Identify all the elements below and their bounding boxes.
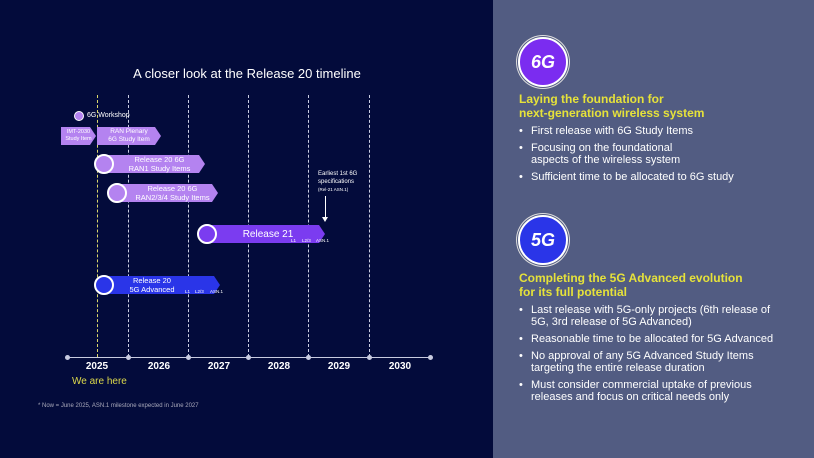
bullet-list: First release with 6G Study Items Focusi…: [519, 125, 734, 188]
milestone-l1: L1: [291, 238, 297, 243]
annotation-line: (Rel-21 ASN.1): [318, 187, 349, 192]
bullet: Reasonable time to be allocated for 5G A…: [519, 333, 809, 345]
6g-icon: 6G: [518, 37, 568, 87]
heading-line: next-generation wireless system: [519, 106, 705, 120]
ran-plenary-bar: RAN Plenary 6G Study Item: [97, 127, 161, 145]
year-label: 2026: [147, 361, 171, 372]
milestone-l1: L1: [185, 289, 191, 294]
bar-label: Release 20 6G: [147, 184, 198, 193]
now-line: [97, 95, 98, 357]
rel20-6g-ran1-bar: Release 20 6G RAN1 Study Items: [100, 155, 205, 173]
milestone-l23: L2/3: [195, 289, 204, 294]
year-label: 2028: [267, 361, 291, 372]
bar-label: Study Item: [65, 136, 92, 142]
milestone-asn1: ASN.1: [316, 238, 330, 243]
arrow-head: [322, 217, 328, 222]
annotation-line: specifications: [318, 179, 355, 185]
axis-tick: [186, 355, 191, 360]
year-label: 2029: [327, 361, 351, 372]
year-label: 2030: [388, 361, 412, 372]
workshop-label: 6G Workshop: [87, 112, 130, 119]
bullet: First release with 6G Study Items: [519, 125, 719, 137]
annotation: Earliest 1st 6G specifications (Rel-21 A…: [318, 170, 357, 194]
section-heading: Laying the foundation for next-generatio…: [519, 92, 704, 120]
rel20-6g-ran234-bar: Release 20 6G RAN2/3/4 Study Items: [113, 184, 218, 202]
start-marker: [94, 154, 114, 174]
heading-line: Completing the 5G Advanced evolution: [519, 271, 743, 285]
arrow-down-icon: [325, 196, 326, 218]
bar-label: Release 20 6G: [134, 155, 185, 164]
bar-label: 5G Advanced: [129, 285, 175, 294]
start-marker: [107, 183, 127, 203]
axis-tick: [126, 355, 131, 360]
imt-2030-bar: IMT-2030 Study Item: [61, 127, 96, 145]
grid-line: [369, 95, 370, 357]
footnote: * Now = June 2025, ASN.1 milestone expec…: [38, 403, 199, 409]
workshop-marker: [74, 111, 84, 121]
year-label: 2027: [207, 361, 231, 372]
axis-tick: [428, 355, 433, 360]
bullet: No approval of any 5G Advanced Study Ite…: [519, 350, 779, 374]
bullet: Sufficient time to be allocated to 6G st…: [519, 171, 734, 183]
annotation-line: Earliest 1st 6G: [318, 171, 358, 177]
axis-tick: [246, 355, 251, 360]
bullet: Last release with 5G-only projects (6th …: [519, 304, 784, 328]
heading-line: Laying the foundation for: [519, 92, 664, 106]
bullet: Must consider commercial uptake of previ…: [519, 379, 789, 403]
bullet-list: Last release with 5G-only projects (6th …: [519, 304, 809, 408]
rel20-5g-advanced-bar: Release 20 5G Advanced: [100, 276, 220, 294]
start-marker: [94, 275, 114, 295]
info-panel: 6G Laying the foundation for next-genera…: [493, 0, 814, 458]
bar-label: IMT-2030: [66, 129, 91, 135]
grid-line: [188, 95, 189, 357]
milestone-l23: L2/3: [302, 238, 311, 243]
milestone-asn1: ASN.1: [210, 289, 224, 294]
bar-label: RAN2/3/4 Study Items: [135, 193, 210, 202]
axis-tick: [367, 355, 372, 360]
axis-tick: [65, 355, 70, 360]
bar-label: Release 20: [133, 276, 171, 285]
heading-line: for its full potential: [519, 285, 627, 299]
5g-icon: 5G: [518, 215, 568, 265]
axis-tick: [306, 355, 311, 360]
page-title: A closer look at the Release 20 timeline: [133, 66, 361, 81]
year-label: 2025: [85, 361, 109, 372]
bullet: Focusing on the foundational aspects of …: [519, 142, 694, 166]
bar-label: 6G Study Item: [108, 136, 150, 143]
bar-label: Release 21: [242, 228, 294, 240]
we-are-here-label: We are here: [72, 376, 127, 387]
bar-label: RAN Plenary: [110, 128, 148, 135]
section-heading: Completing the 5G Advanced evolution for…: [519, 271, 743, 299]
bar-label: RAN1 Study Items: [128, 164, 191, 173]
rel21-bar: Release 21: [203, 225, 325, 243]
grid-line: [128, 95, 129, 357]
start-marker: [197, 224, 217, 244]
